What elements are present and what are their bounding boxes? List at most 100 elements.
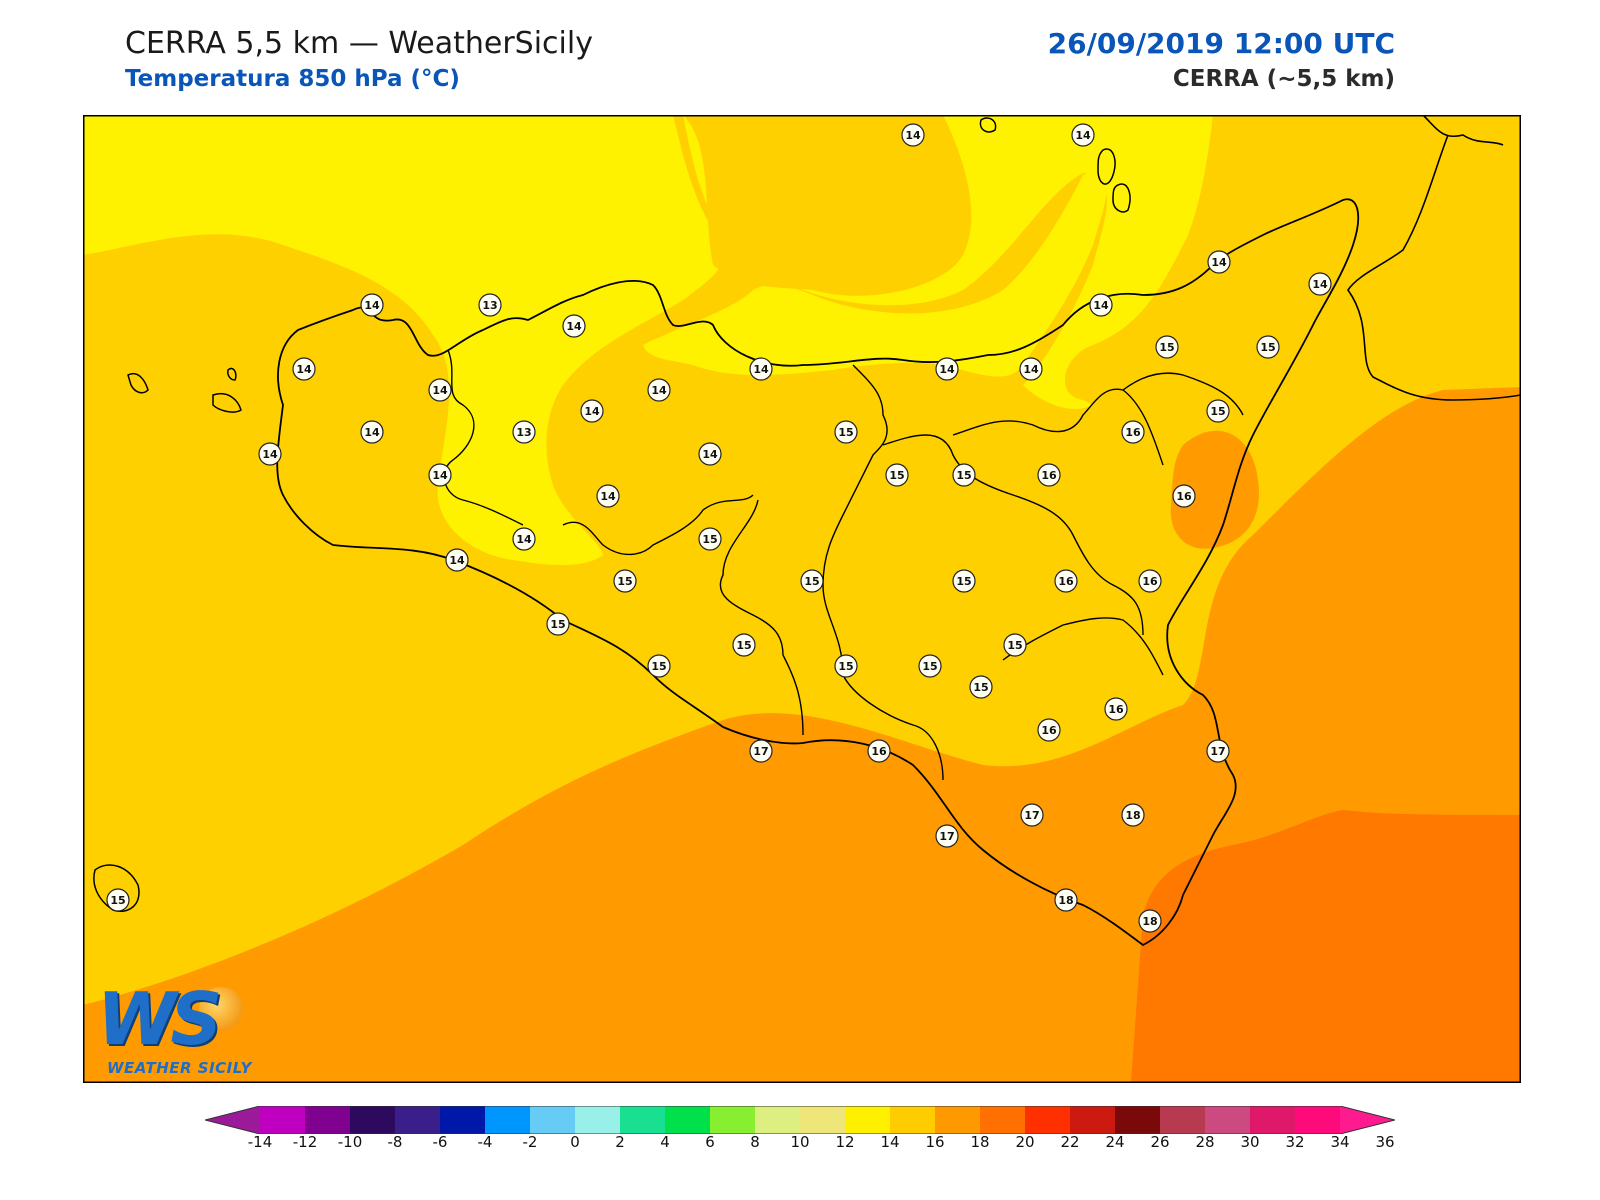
colorbar-band [1295,1106,1341,1134]
station-value: 16 [1142,575,1158,588]
map-frame [83,115,1521,1083]
station-circle [969,675,993,699]
weathersicily-logo: WS WEATHER SICILY [95,977,255,1077]
station-circle [749,739,773,763]
station-value: 14 [905,129,921,142]
egadi-islands [127,367,242,413]
station-marker: 15 [613,569,637,593]
station-circle [1138,909,1162,933]
colorbar-tick-label: 0 [570,1133,580,1151]
station-circle [732,633,756,657]
station-circle [918,654,942,678]
station-marker: 14 [360,420,384,444]
station-circle [1207,250,1231,274]
colorbar-tick-label: -6 [432,1133,448,1151]
calabria-coast [1347,115,1521,401]
station-value: 14 [262,448,278,461]
station-circle [562,314,586,338]
colorbar-tick-label: 2 [615,1133,625,1151]
station-marker: 14 [562,314,586,338]
station-marker: 14 [1308,272,1332,296]
colorbar-over-arrow [1340,1106,1395,1134]
colorbar-tick-label: 10 [790,1133,810,1151]
station-value: 14 [702,448,718,461]
station-circle [580,399,604,423]
station-marker: 16 [1104,697,1128,721]
colorbar-band [440,1106,486,1134]
colorbar-band [935,1106,981,1134]
station-circle [1121,803,1145,827]
station-value: 17 [753,745,768,758]
station-value: 16 [1041,724,1057,737]
station-value: 13 [516,426,531,439]
colorbar-tick-label: 30 [1240,1133,1260,1151]
colorbar-tick-label: 28 [1195,1133,1215,1151]
station-value: 15 [617,575,632,588]
colorbar-band [665,1106,711,1134]
station-marker: 14 [1019,357,1043,381]
field-12-14-west [83,115,725,565]
station-value: 18 [1142,915,1157,928]
station-marker: 15 [1003,633,1027,657]
station-value: 14 [1312,278,1328,291]
station-marker: 16 [1121,420,1145,444]
station-marker: 14 [445,548,469,572]
station-circle [1019,357,1043,381]
colorbar-band [1025,1106,1071,1134]
colorbar-tick-label: 8 [750,1133,760,1151]
station-marker: 16 [1172,484,1196,508]
station-circle [901,123,925,147]
colorbar-tick-label: 14 [880,1133,900,1151]
station-circle [867,739,891,763]
colorbar-band [845,1106,891,1134]
station-circle [258,442,282,466]
colorbar-band [530,1106,576,1134]
station-marker: 18 [1121,803,1145,827]
temperature-map[interactable]: 14 14 14 13 14 14 14 14 14 14 14 14 15 15 14 13 14 14 14 14… [83,115,1521,1083]
station-circle [800,569,824,593]
station-marker: 16 [1037,463,1061,487]
map-datetime: 26/09/2019 12:00 UTC [1047,27,1395,60]
field-14-16-northislands [683,115,972,296]
colorbar-tick-labels: -14 -12 -10 -8 -6 -4 -2 0 2 4 6 8 10 12 14 16 18 20 22 24 26… [0,1133,1600,1155]
station-value: 14 [449,554,465,567]
station-value: 16 [871,745,887,758]
station-marker: 17 [935,824,959,848]
station-circle [1054,569,1078,593]
station-value: 15 [550,618,565,631]
station-marker: 18 [1054,888,1078,912]
station-value: 14 [1211,256,1227,269]
station-marker: 14 [580,399,604,423]
station-circle [478,293,502,317]
colorbar-band [395,1106,441,1134]
station-circle [749,357,773,381]
colorbar-band [1205,1106,1251,1134]
station-value: 14 [584,405,600,418]
station-circle [512,527,536,551]
station-marker: 14 [1089,293,1113,317]
station-value: 14 [364,299,380,312]
station-circle [1155,335,1179,359]
station-value: 16 [1125,426,1141,439]
station-circle [935,357,959,381]
station-marker: 14 [901,123,925,147]
station-circle [445,548,469,572]
station-value: 15 [956,469,971,482]
station-circle [428,378,452,402]
model-label: CERRA (~5,5 km) [1172,66,1395,92]
colorbar-tick-label: -4 [477,1133,493,1151]
colorbar-band [980,1106,1026,1134]
station-value: 15 [922,660,937,673]
station-marker: 15 [1256,335,1280,359]
station-marker: 14 [596,484,620,508]
station-circle [546,612,570,636]
station-value: 14 [1093,299,1109,312]
station-value: 15 [804,575,819,588]
sicily-coastline [276,198,1360,946]
station-circle [935,824,959,848]
station-marker: 15 [952,463,976,487]
field-12-14-central [643,172,1107,377]
station-marker: 15 [834,420,858,444]
station-marker: 15 [732,633,756,657]
station-circle [1054,888,1078,912]
